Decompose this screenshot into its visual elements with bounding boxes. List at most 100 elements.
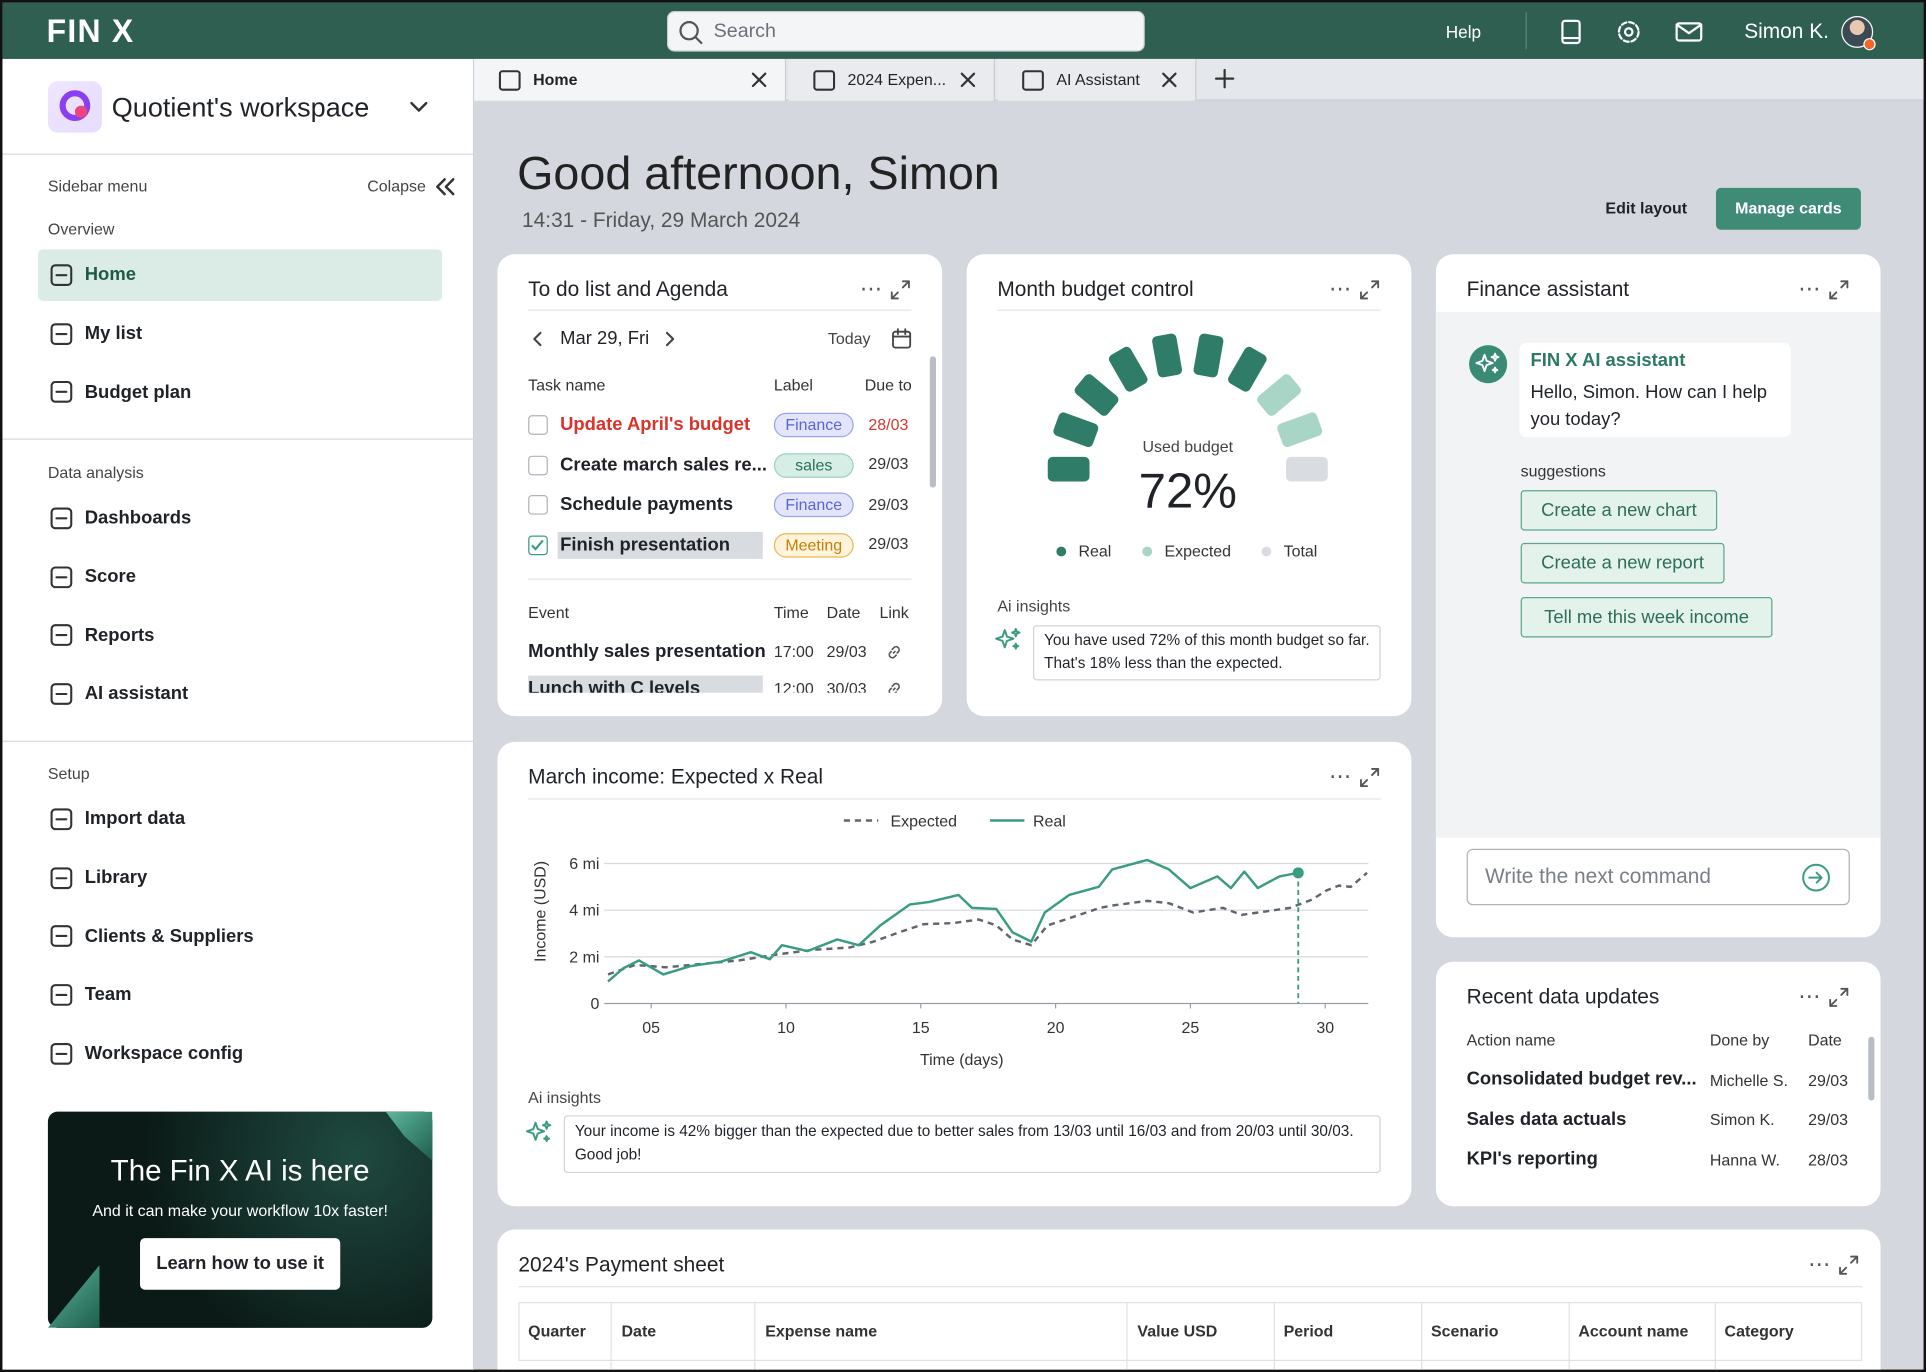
insight-text: Your income is 42% bigger than the expec… [574, 1122, 1354, 1164]
expand-icon[interactable] [1828, 986, 1850, 1008]
promo-button[interactable]: Learn how to use it [140, 1238, 341, 1290]
user-name[interactable]: Simon K. [1744, 19, 1829, 43]
tab-close[interactable] [1160, 70, 1180, 90]
tab-close[interactable] [749, 70, 769, 90]
book-icon[interactable] [1558, 18, 1585, 45]
task-name[interactable]: Finish presentation [560, 534, 731, 555]
task-name[interactable]: Schedule payments [560, 494, 734, 515]
tab[interactable] [788, 58, 995, 101]
suggestion-label: Create a new chart [1541, 500, 1697, 522]
tab[interactable] [474, 58, 787, 101]
task-checkbox[interactable] [528, 415, 548, 435]
task-checkbox[interactable] [528, 534, 548, 555]
more-menu[interactable]: ⋯ [1808, 1252, 1832, 1277]
tab-label[interactable]: 2024 Expen... [847, 69, 947, 88]
edit-layout[interactable]: Edit layout [1605, 198, 1688, 217]
menu-item[interactable]: Score [84, 566, 136, 588]
more-menu[interactable]: ⋯ [859, 276, 884, 302]
menu-item[interactable]: Reports [84, 624, 155, 646]
task-checkbox[interactable] [528, 495, 548, 515]
calendar-icon[interactable] [891, 328, 913, 350]
settings-icon[interactable] [1615, 18, 1642, 45]
sidebar-divider [2, 740, 475, 742]
insight-box [563, 1115, 1381, 1174]
tab-label[interactable]: AI Assistant [1056, 69, 1140, 88]
action-name[interactable]: Sales data actuals [1466, 1108, 1627, 1130]
menu-item[interactable]: Team [84, 984, 132, 1006]
event-link[interactable] [886, 680, 903, 693]
expand-icon[interactable] [1828, 279, 1850, 301]
expand-icon[interactable] [889, 279, 911, 301]
tab-icon [496, 66, 523, 93]
tab[interactable] [997, 58, 1197, 101]
today-link[interactable]: Today [827, 328, 871, 348]
event-link[interactable] [886, 644, 903, 661]
menu-item[interactable]: Budget plan [84, 381, 192, 403]
suggestion-button[interactable]: Tell me this week income [1520, 596, 1773, 638]
tab-label[interactable]: Home [533, 69, 578, 88]
collapse-icon[interactable] [432, 176, 457, 198]
action-name[interactable]: Consolidated budget rev... [1466, 1068, 1697, 1090]
menu-item[interactable]: Import data [84, 808, 186, 830]
workspace-logo [47, 81, 102, 133]
event-name[interactable]: Lunch with C levels [528, 678, 701, 693]
menu-item[interactable]: AI assistant [84, 683, 189, 705]
task-name[interactable]: Create march sales re... [560, 454, 768, 476]
done-by: Hanna W. [1709, 1150, 1780, 1169]
search-box[interactable] [666, 11, 1145, 52]
prev-day[interactable] [529, 330, 546, 347]
mail-icon[interactable] [1674, 18, 1703, 45]
menu-item[interactable]: Home [84, 264, 136, 286]
menu-icon [48, 622, 75, 649]
task-checkbox[interactable] [528, 455, 548, 475]
bot-message: Hello, Simon. How can I help you today? [1530, 382, 1768, 430]
table-header [518, 1302, 1863, 1361]
insights-label: Ai insights [528, 1087, 601, 1107]
menu-item[interactable]: Workspace config [84, 1042, 244, 1064]
suggestion-button[interactable]: Create a new chart [1520, 490, 1718, 531]
workspace-name[interactable]: Quotient's workspace [111, 91, 370, 123]
send-button[interactable] [1801, 862, 1832, 893]
menu-item[interactable]: My list [84, 322, 143, 344]
help-link[interactable]: Help [1445, 21, 1482, 42]
more-menu[interactable]: ⋯ [1798, 984, 1822, 1009]
column-divider [1273, 1302, 1275, 1370]
more-menu[interactable]: ⋯ [1329, 276, 1353, 302]
column-header: Date [826, 602, 861, 621]
more-menu[interactable]: ⋯ [1329, 764, 1353, 789]
more-menu[interactable]: ⋯ [1798, 276, 1822, 302]
suggestion-button[interactable]: Create a new report [1520, 542, 1725, 584]
next-day[interactable] [661, 330, 678, 347]
menu-icon [48, 864, 75, 891]
task-due: 29/03 [868, 454, 909, 473]
menu-item[interactable]: Clients & Suppliers [84, 925, 254, 947]
expand-icon[interactable] [1359, 279, 1381, 301]
ai-icon [525, 1119, 553, 1146]
tab-close[interactable] [958, 70, 978, 90]
menu-item[interactable]: Dashboards [84, 507, 192, 529]
menu-item[interactable]: Library [84, 867, 148, 888]
update-date: 29/03 [1808, 1070, 1849, 1089]
legend-label: Expected [1164, 541, 1232, 560]
task-name[interactable]: Update April's budget [560, 414, 751, 436]
collapse-link[interactable]: Colapse [367, 176, 426, 195]
menu-icon [48, 563, 75, 590]
menu-icon [48, 681, 75, 708]
card-rule [528, 578, 912, 580]
event-name[interactable]: Monthly sales presentation [528, 641, 766, 663]
workspace-chevron[interactable] [408, 96, 430, 118]
action-name[interactable]: KPI's reporting [1466, 1148, 1598, 1170]
column-header: Due to [864, 375, 912, 394]
manage-cards[interactable]: Manage cards [1715, 187, 1861, 230]
card-rule [528, 798, 1381, 800]
column-header: Event [528, 602, 570, 621]
new-tab[interactable] [1214, 68, 1236, 90]
command-placeholder: Write the next command [1485, 864, 1711, 888]
search-icon [677, 18, 704, 45]
command-input[interactable] [1466, 848, 1850, 906]
expand-icon[interactable] [1838, 1254, 1860, 1276]
column-header: Expense name [765, 1321, 878, 1340]
expand-icon[interactable] [1359, 766, 1381, 788]
greeting: Good afternoon, Simon [517, 148, 1000, 201]
